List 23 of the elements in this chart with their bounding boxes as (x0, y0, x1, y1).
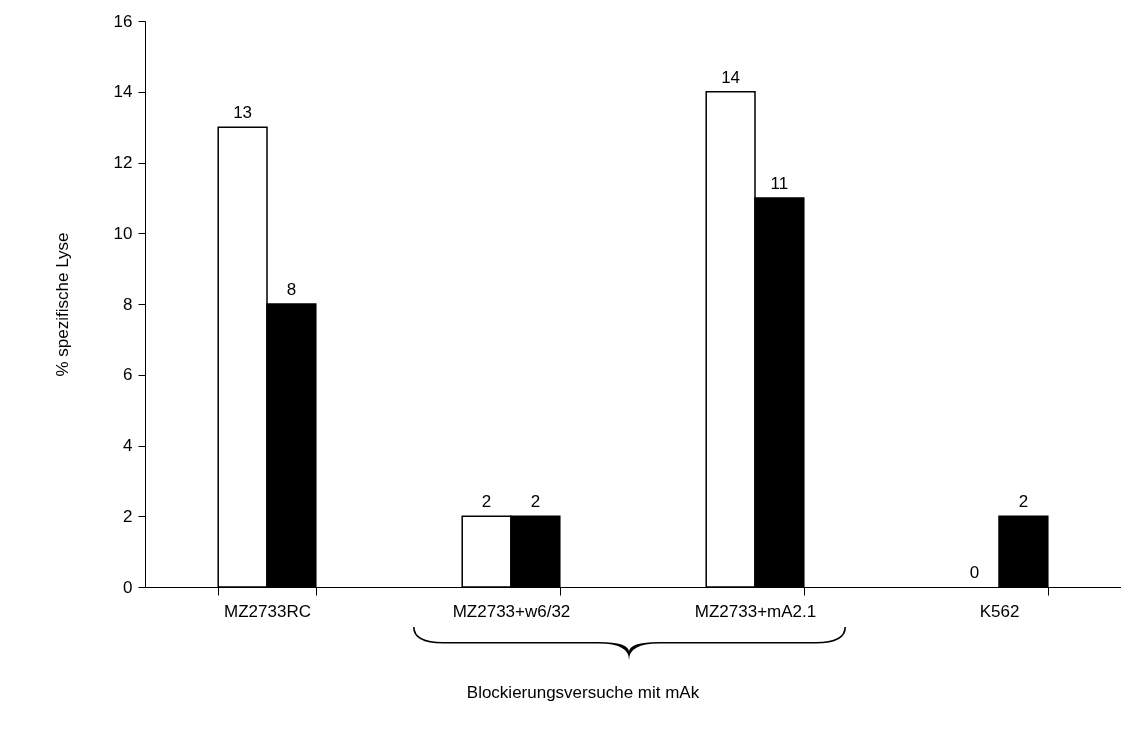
data-label: 11 (770, 173, 789, 193)
data-label: 2 (481, 492, 492, 512)
data-label: 2 (1018, 492, 1029, 512)
y-tick-label: 4 (123, 436, 133, 455)
data-label: 13 (233, 103, 253, 123)
x-tick-label: MZ2733RC (224, 601, 311, 621)
y-tick-label: 2 (123, 506, 133, 526)
data-label: 2 (530, 492, 541, 512)
y-tick-label: 16 (113, 11, 133, 31)
y-tick-label: 14 (113, 82, 133, 102)
text: Blockierungsversuche mit mAk (466, 683, 700, 703)
y-tick-label: 12 (113, 153, 133, 172)
y-tick-label: 8 (123, 294, 133, 314)
data-label: 0 (969, 563, 980, 582)
y-tick-label: 6 (123, 365, 133, 385)
x-tick-label: K562 (979, 601, 1020, 621)
y-tick-label: 0 (123, 577, 133, 597)
x-tick-label: MZ2733+w6/32 (452, 601, 571, 621)
y-axis-title: % spezifische Lyse (52, 232, 72, 377)
y-tick-label: 10 (113, 223, 133, 243)
data-label: 14 (721, 67, 741, 87)
data-label: 8 (286, 280, 297, 299)
x-tick-label: MZ2733+mA2.1 (694, 601, 817, 621)
